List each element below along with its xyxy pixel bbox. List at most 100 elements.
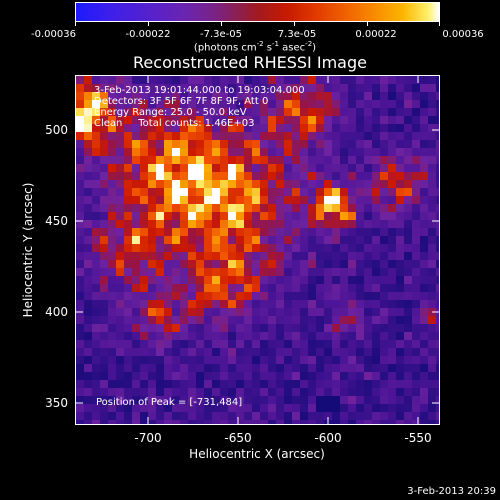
colorbar-tick-label: 0.00022 xyxy=(355,29,397,40)
heatmap-pixel xyxy=(212,404,220,412)
heatmap-pixel xyxy=(276,108,284,116)
heatmap-pixel xyxy=(236,124,244,132)
heatmap-pixel xyxy=(84,100,92,108)
heatmap-pixel xyxy=(244,84,252,92)
heatmap-pixel xyxy=(84,404,92,412)
heatmap-pixel xyxy=(220,404,228,412)
heatmap-pixel xyxy=(172,172,180,180)
colorbar-tick xyxy=(148,22,149,26)
heatmap-pixel xyxy=(164,156,172,164)
heatmap-pixel xyxy=(396,76,404,84)
heatmap-pixel xyxy=(124,364,132,372)
heatmap-pixel xyxy=(412,308,420,316)
heatmap-pixel xyxy=(268,372,276,380)
heatmap-pixel xyxy=(428,180,436,188)
heatmap-pixel xyxy=(380,204,388,212)
heatmap-pixel xyxy=(260,252,268,260)
heatmap-pixel xyxy=(292,180,300,188)
heatmap-pixel xyxy=(252,140,260,148)
heatmap-pixel xyxy=(420,124,428,132)
heatmap-pixel xyxy=(356,404,364,412)
heatmap-pixel xyxy=(196,268,204,276)
heatmap-pixel xyxy=(220,332,228,340)
heatmap-pixel xyxy=(364,284,372,292)
heatmap-pixel xyxy=(76,196,84,204)
heatmap-pixel xyxy=(308,212,316,220)
heatmap-pixel xyxy=(116,260,124,268)
heatmap-pixel xyxy=(156,332,164,340)
heatmap-pixel xyxy=(340,148,348,156)
heatmap-pixel xyxy=(132,236,140,244)
heatmap-pixel xyxy=(252,76,260,84)
heatmap-pixel xyxy=(188,124,196,132)
heatmap-pixel xyxy=(84,420,92,424)
heatmap-pixel xyxy=(188,284,196,292)
heatmap-pixel xyxy=(204,116,212,124)
heatmap-pixel xyxy=(276,372,284,380)
heatmap-pixel xyxy=(292,156,300,164)
heatmap-pixel xyxy=(428,380,436,388)
heatmap-pixel xyxy=(140,124,148,132)
heatmap-pixel xyxy=(148,236,156,244)
heatmap-pixel xyxy=(356,300,364,308)
heatmap-pixel xyxy=(308,100,316,108)
heatmap-pixel xyxy=(420,148,428,156)
heatmap-pixel xyxy=(372,252,380,260)
heatmap-pixel xyxy=(316,340,324,348)
heatmap-pixel xyxy=(308,356,316,364)
heatmap-pixel xyxy=(284,396,292,404)
heatmap-pixel xyxy=(428,188,436,196)
heatmap-pixel xyxy=(436,100,439,108)
heatmap-pixel xyxy=(332,116,340,124)
heatmap-pixel xyxy=(76,148,84,156)
heatmap-pixel xyxy=(188,148,196,156)
heatmap-pixel xyxy=(116,388,124,396)
heatmap-pixel xyxy=(300,236,308,244)
heatmap-pixel xyxy=(324,188,332,196)
heatmap-pixel xyxy=(396,228,404,236)
heatmap-pixel xyxy=(332,260,340,268)
heatmap-pixel xyxy=(260,396,268,404)
heatmap-pixel xyxy=(92,340,100,348)
heatmap-pixel xyxy=(340,220,348,228)
heatmap-pixel xyxy=(156,396,164,404)
heatmap-pixel xyxy=(244,356,252,364)
heatmap-pixel xyxy=(140,140,148,148)
heatmap-pixel xyxy=(204,364,212,372)
heatmap-pixel xyxy=(332,148,340,156)
heatmap-pixel xyxy=(132,292,140,300)
heatmap-pixel xyxy=(276,188,284,196)
heatmap-pixel xyxy=(228,108,236,116)
heatmap-pixel xyxy=(140,204,148,212)
heatmap-pixel xyxy=(252,300,260,308)
heatmap-pixel xyxy=(428,260,436,268)
heatmap-pixel xyxy=(220,420,228,424)
y-tick-label: 500 xyxy=(45,123,68,137)
heatmap-pixel xyxy=(340,404,348,412)
heatmap-pixel xyxy=(172,100,180,108)
heatmap-pixel xyxy=(124,412,132,420)
heatmap-pixel xyxy=(332,236,340,244)
heatmap-pixel xyxy=(308,244,316,252)
heatmap-pixel xyxy=(436,196,439,204)
heatmap-pixel xyxy=(364,108,372,116)
heatmap-pixel xyxy=(380,140,388,148)
heatmap-pixel xyxy=(404,156,412,164)
heatmap-pixel xyxy=(388,420,396,424)
heatmap-pixel xyxy=(196,372,204,380)
heatmap-pixel xyxy=(260,132,268,140)
heatmap-pixel xyxy=(148,356,156,364)
heatmap-pixel xyxy=(316,356,324,364)
heatmap-pixel xyxy=(420,180,428,188)
heatmap-pixel xyxy=(220,364,228,372)
heatmap-pixel xyxy=(292,204,300,212)
heatmap-pixel xyxy=(284,156,292,164)
heatmap-pixel xyxy=(332,108,340,116)
heatmap-pixel xyxy=(308,404,316,412)
heatmap-pixel xyxy=(228,84,236,92)
heatmap-pixel xyxy=(396,132,404,140)
heatmap-pixel xyxy=(124,252,132,260)
heatmap-pixel xyxy=(268,412,276,420)
heatmap-pixel xyxy=(212,372,220,380)
heatmap-pixel xyxy=(372,404,380,412)
